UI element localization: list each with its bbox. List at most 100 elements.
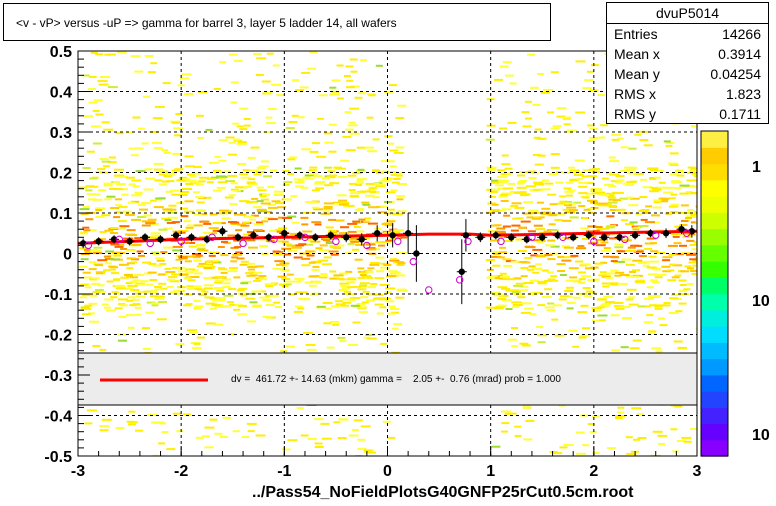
heatmap-cell: [606, 194, 615, 197]
heatmap-cell: [172, 412, 181, 415]
heatmap-cell: [559, 195, 567, 198]
heatmap-cell: [609, 160, 620, 163]
heatmap-cell: [263, 175, 272, 178]
heatmap-cell: [373, 293, 384, 296]
heatmap-cell: [148, 262, 157, 265]
heatmap-cell: [172, 249, 181, 252]
heatmap-cell: [225, 180, 236, 183]
heatmap-cell: [690, 213, 697, 216]
heatmap-cell: [356, 179, 364, 182]
heatmap-cell: [222, 286, 231, 288]
heatmap-cell: [92, 198, 103, 201]
heatmap-cell: [389, 259, 400, 262]
heatmap-cell: [311, 221, 322, 224]
heatmap-cell: [323, 322, 332, 325]
heatmap-cell: [262, 299, 272, 302]
heatmap-cell: [663, 302, 671, 304]
heatmap-cell: [580, 304, 589, 307]
heatmap-cell: [360, 425, 371, 428]
heatmap-cell: [541, 295, 552, 298]
heatmap-cell: [544, 254, 553, 256]
heatmap-cell: [569, 216, 579, 219]
heatmap-cell: [537, 280, 548, 283]
heatmap-cell: [113, 181, 120, 183]
heatmap-cell: [569, 169, 580, 172]
heatmap-cell: [326, 346, 335, 349]
heatmap-cell: [308, 169, 317, 172]
heatmap-cell: [141, 224, 151, 227]
heatmap-cell: [389, 171, 397, 173]
heatmap-cell: [298, 243, 307, 246]
heatmap-cell: [693, 212, 697, 215]
heatmap-cell: [499, 179, 510, 182]
heatmap-cell: [668, 197, 676, 200]
heatmap-cell: [106, 195, 116, 198]
heatmap-cell: [581, 175, 589, 178]
heatmap-cell: [582, 196, 590, 199]
heatmap-cell: [278, 283, 286, 286]
heatmap-cell: [114, 174, 125, 177]
heatmap-cell: [650, 279, 658, 282]
heatmap-cell: [352, 220, 361, 223]
heatmap-cell: [629, 221, 638, 224]
heatmap-cell: [378, 180, 389, 183]
heatmap-cell: [283, 181, 293, 184]
heatmap-cell: [296, 407, 304, 410]
heatmap-cell: [267, 203, 276, 206]
heatmap-cell: [168, 276, 177, 279]
heatmap-cell: [150, 199, 158, 202]
heatmap-cell: [507, 121, 517, 124]
heatmap-cell: [97, 284, 105, 287]
heatmap-cell: [103, 269, 111, 272]
heatmap-cell: [600, 124, 609, 127]
heatmap-cell: [389, 165, 397, 168]
heatmap-cell: [529, 279, 539, 282]
heatmap-cell: [337, 176, 347, 178]
heatmap-cell: [104, 198, 113, 201]
heatmap-cell: [370, 182, 380, 185]
heatmap-cell: [522, 404, 531, 407]
heatmap-cell: [632, 269, 640, 272]
heatmap-cell: [392, 213, 402, 216]
heatmap-cell: [615, 175, 625, 178]
heatmap-cell: [120, 276, 130, 279]
heatmap-cell: [672, 235, 680, 238]
heatmap-cell: [336, 97, 344, 100]
profile-point: [248, 231, 259, 240]
heatmap-cell: [85, 189, 93, 192]
heatmap-cell: [517, 261, 528, 263]
heatmap-cell: [319, 244, 328, 247]
heatmap-cell: [612, 199, 621, 202]
heatmap-cell: [549, 203, 558, 206]
heatmap-cell: [359, 306, 368, 309]
heatmap-cell: [147, 271, 157, 274]
heatmap-cell: [691, 272, 697, 275]
heatmap-cell: [376, 183, 386, 186]
heatmap-cell: [524, 245, 534, 248]
heatmap-cell: [254, 271, 263, 274]
heatmap-cell: [578, 205, 586, 208]
heatmap-cell: [576, 247, 587, 250]
heatmap-cell: [695, 220, 697, 223]
heatmap-cell: [669, 163, 679, 166]
heatmap-cell: [178, 257, 188, 260]
heatmap-cell: [218, 177, 226, 180]
heatmap-cell: [164, 172, 175, 175]
heatmap-cell: [174, 168, 184, 171]
heatmap-cell: [92, 291, 101, 293]
heatmap-cell: [116, 51, 127, 54]
profile-marker: [585, 232, 592, 239]
heatmap-cell: [130, 276, 138, 279]
heatmap-cell: [287, 173, 294, 176]
heatmap-cell: [649, 169, 658, 171]
heatmap-cell: [517, 174, 525, 177]
heatmap-cell: [329, 246, 340, 249]
heatmap-cell: [276, 263, 286, 266]
heatmap-cell: [204, 426, 215, 429]
heatmap-cell: [393, 151, 404, 154]
heatmap-cell: [324, 141, 334, 144]
heatmap-cell: [195, 209, 206, 212]
heatmap-cell: [323, 207, 333, 210]
heatmap-cell: [606, 192, 615, 195]
heatmap-cell: [256, 208, 267, 211]
